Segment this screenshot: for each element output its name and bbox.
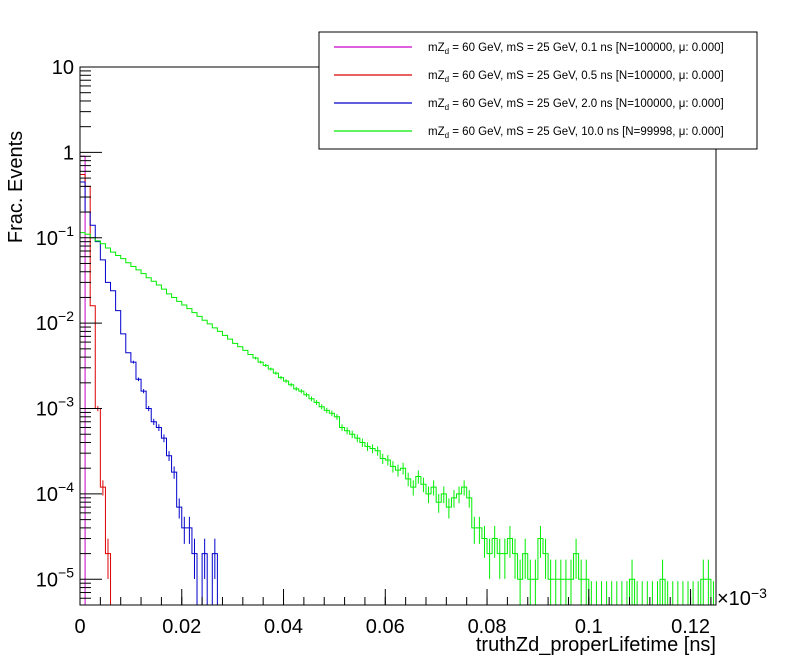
y-tick-label: 10 [52,57,74,79]
legend-label-sub: d [445,131,449,140]
y-tick-label: 10−1 [36,223,74,250]
legend-label-1: mZd = 60 GeV, mS = 25 GeV, 0.5 ns [N=100… [428,70,724,84]
y-tick-label: 1 [63,142,74,164]
x-tick-label: 0 [74,616,85,638]
y-tick-label-base: 10 [36,228,58,250]
y-tick-label-exp: −4 [58,479,74,495]
y-tick-label: 10−4 [36,479,74,506]
x-tick-label: 0.12 [671,616,710,638]
y-tick-label: 10−2 [36,308,74,335]
x-axis-title: truthZd_properLifetime [ns] [476,634,716,656]
y-tick-label-exp: −2 [58,308,74,324]
y-tick-label-base: 10 [36,313,58,335]
legend-label-sub: d [445,103,449,112]
series-line-3 [79,232,716,606]
x-axis-multiplier: ×10−3 [717,585,767,610]
axes-layer: 0 0.02 0.04 0.06 0.08 0.1 0.1210−510−410−310−2… [36,57,712,638]
x-tick-label: 0.1 [575,616,603,638]
legend-label-main: mZ [428,42,445,54]
legend-label-2: mZd = 60 GeV, mS = 25 GeV, 2.0 ns [N=100… [428,98,724,112]
y-tick-label-base: 10 [36,399,58,421]
x-tick-label: 0.04 [264,616,303,638]
series-line-1 [79,174,112,605]
legend-label-rest: = 60 GeV, mS = 25 GeV, 10.0 ns [N=99998,… [449,126,724,138]
y-tick-label-exp: −1 [58,223,74,239]
legend-label-rest: = 60 GeV, mS = 25 GeV, 0.1 ns [N=100000,… [449,42,724,54]
legend-label-rest: = 60 GeV, mS = 25 GeV, 2.0 ns [N=100000,… [449,98,724,110]
x-axis-multiplier-base: ×10 [717,588,751,610]
x-tick-label: 0.08 [468,616,507,638]
x-tick-label: 0.02 [162,616,201,638]
series-layer [79,155,716,606]
legend-label-main: mZ [428,98,445,110]
y-tick-label-base: 10 [36,484,58,506]
y-tick-label-exp: −5 [58,564,74,580]
y-tick-label: 10−3 [36,394,74,421]
y-tick-label-exp: −3 [58,394,74,410]
y-tick-label-base: 10 [52,57,74,79]
legend-label-3: mZd = 60 GeV, mS = 25 GeV, 10.0 ns [N=99… [428,126,724,140]
legend-label-0: mZd = 60 GeV, mS = 25 GeV, 0.1 ns [N=100… [428,42,724,56]
legend-label-main: mZ [428,126,445,138]
y-tick-label-base: 1 [63,142,74,164]
y-tick-label-base: 10 [36,569,58,591]
legend-label-rest: = 60 GeV, mS = 25 GeV, 0.5 ns [N=100000,… [449,70,724,82]
legend-label-sub: d [445,75,449,84]
x-tick-label: 0.06 [366,616,405,638]
legend: mZd = 60 GeV, mS = 25 GeV, 0.1 ns [N=100… [318,31,758,150]
legend-label-main: mZ [428,70,445,82]
legend-label-sub: d [445,47,449,56]
y-tick-label: 10−5 [36,564,74,591]
series-line-2 [79,181,218,606]
legend-box [318,31,758,150]
y-axis-title: Frac. Events [5,131,27,243]
x-axis-multiplier-exp: −3 [751,585,767,601]
